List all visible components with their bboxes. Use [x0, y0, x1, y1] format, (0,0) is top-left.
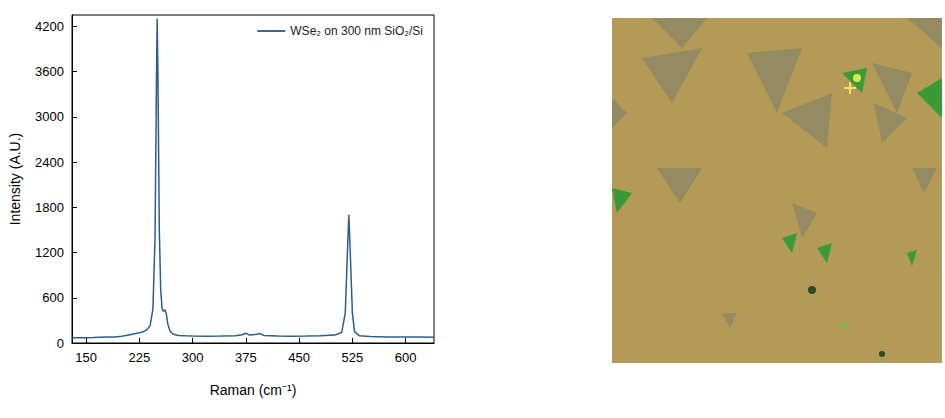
svg-text:600: 600: [42, 290, 64, 305]
svg-text:300: 300: [182, 350, 204, 365]
svg-text:3600: 3600: [35, 64, 64, 79]
svg-text:3000: 3000: [35, 109, 64, 124]
svg-text:Raman (cm⁻¹): Raman (cm⁻¹): [210, 382, 297, 398]
svg-text:375: 375: [235, 350, 257, 365]
svg-text:525: 525: [342, 350, 364, 365]
svg-text:1200: 1200: [35, 245, 64, 260]
svg-text:0: 0: [57, 336, 64, 351]
svg-text:Intensity (A.U.): Intensity (A.U.): [7, 133, 23, 226]
svg-text:450: 450: [288, 350, 310, 365]
svg-text:600: 600: [395, 350, 417, 365]
svg-text:4200: 4200: [35, 19, 64, 34]
svg-text:150: 150: [75, 350, 97, 365]
svg-text:1800: 1800: [35, 200, 64, 215]
svg-text:WSe₂ on 300 nm SiO₂/Si: WSe₂ on 300 nm SiO₂/Si: [290, 24, 423, 38]
svg-text:2400: 2400: [35, 155, 64, 170]
svg-text:225: 225: [129, 350, 151, 365]
